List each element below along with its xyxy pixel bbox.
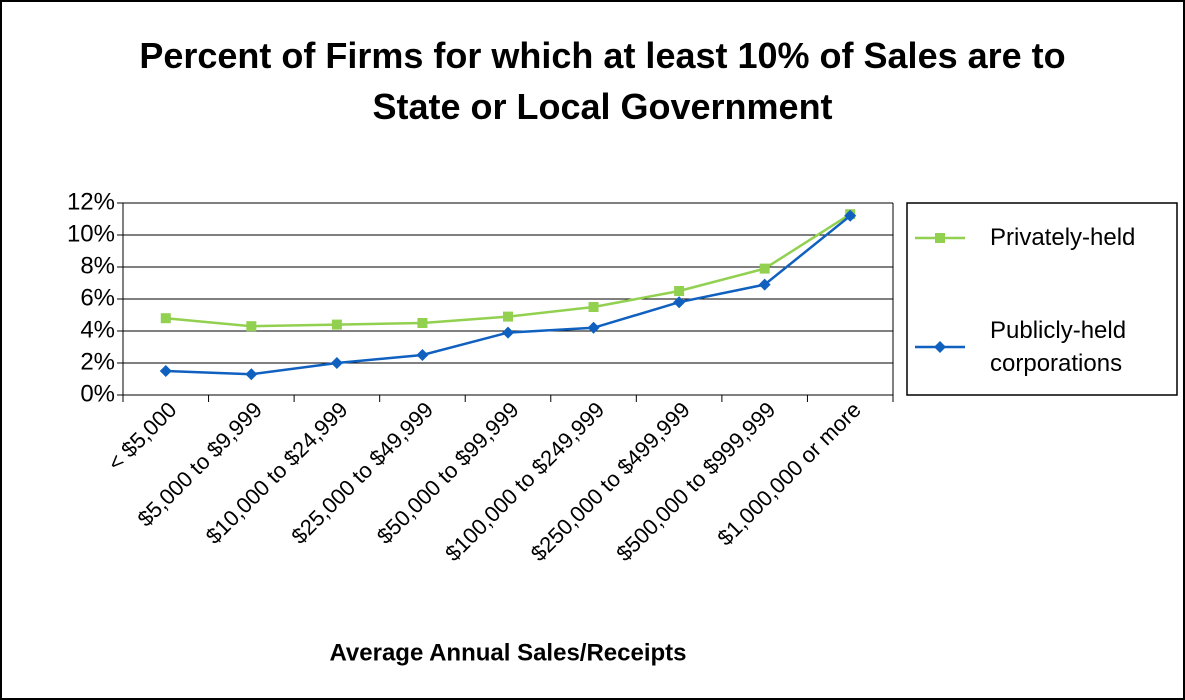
- data-point: [159, 365, 172, 377]
- y-tick-label: 6%: [80, 284, 115, 311]
- data-point: [160, 313, 171, 324]
- data-point: [503, 311, 513, 322]
- data-point: [331, 319, 342, 330]
- data-point: [673, 296, 686, 309]
- data-point: [245, 368, 258, 381]
- data-point: [246, 321, 257, 332]
- legend-box: [906, 202, 1178, 396]
- legend-marker: [934, 341, 946, 353]
- legend-label: Privately-held: [990, 224, 1136, 251]
- data-point: [844, 209, 857, 222]
- y-tick-label: 0%: [80, 380, 115, 407]
- x-axis-title: Average Annual Sales/Receipts: [329, 639, 686, 666]
- y-tick-label: 2%: [80, 348, 115, 375]
- data-point: [758, 278, 771, 291]
- data-point: [587, 321, 600, 334]
- y-tick-label: 10%: [67, 220, 115, 247]
- data-point: [759, 263, 770, 274]
- data-point: [588, 302, 599, 312]
- legend-marker: [935, 233, 945, 243]
- y-tick-label: 8%: [80, 252, 115, 279]
- data-point: [502, 326, 514, 339]
- data-point: [330, 357, 343, 369]
- data-point: [417, 318, 428, 328]
- legend-label: Publicly-held corporations: [990, 317, 1127, 377]
- data-point: [416, 349, 429, 361]
- data-point: [674, 286, 685, 296]
- y-tick-label: 4%: [80, 316, 115, 343]
- y-tick-label: 12%: [67, 188, 115, 215]
- chart-title: Percent of Firms for which at least 10% …: [139, 35, 1066, 127]
